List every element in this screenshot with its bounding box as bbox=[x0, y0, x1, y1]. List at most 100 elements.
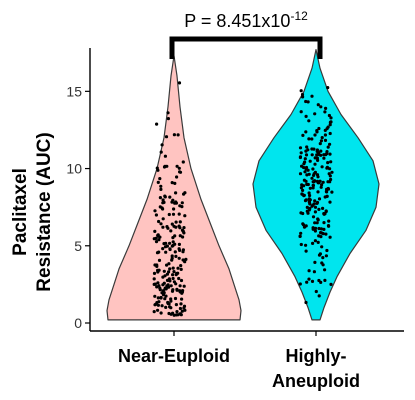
data-point bbox=[327, 224, 331, 228]
category-label: Aneuploid bbox=[272, 371, 360, 391]
data-point bbox=[179, 278, 184, 283]
data-point bbox=[160, 143, 164, 147]
data-point bbox=[174, 191, 178, 195]
data-point bbox=[154, 213, 158, 217]
data-point bbox=[173, 181, 177, 185]
data-point bbox=[299, 231, 303, 235]
y-tick-label: 5 bbox=[74, 238, 82, 254]
data-point bbox=[178, 226, 182, 230]
data-point bbox=[308, 206, 312, 211]
data-point bbox=[171, 243, 175, 247]
data-point bbox=[322, 227, 326, 231]
data-point bbox=[155, 285, 159, 289]
data-point bbox=[319, 149, 323, 153]
data-point bbox=[162, 242, 166, 246]
data-point bbox=[313, 162, 317, 166]
data-point bbox=[178, 284, 182, 288]
data-point bbox=[165, 225, 169, 229]
data-point bbox=[324, 232, 328, 236]
data-point bbox=[315, 179, 319, 183]
data-point bbox=[311, 186, 315, 190]
data-point bbox=[161, 247, 165, 251]
data-point bbox=[301, 133, 305, 137]
data-point bbox=[159, 150, 163, 154]
data-point bbox=[307, 277, 311, 281]
data-point bbox=[328, 200, 332, 204]
data-point bbox=[171, 276, 175, 281]
data-point bbox=[172, 270, 176, 274]
data-point bbox=[171, 240, 175, 244]
data-point bbox=[154, 240, 159, 244]
data-point bbox=[329, 120, 333, 124]
data-point bbox=[176, 133, 180, 137]
data-point bbox=[301, 188, 305, 192]
data-point bbox=[177, 166, 181, 170]
data-point bbox=[179, 302, 183, 306]
data-point bbox=[181, 160, 185, 164]
data-point bbox=[158, 177, 162, 181]
data-point bbox=[321, 180, 325, 184]
data-point bbox=[174, 313, 179, 317]
data-point bbox=[172, 207, 176, 211]
data-point bbox=[315, 201, 319, 205]
data-point bbox=[312, 172, 316, 176]
data-point bbox=[175, 175, 179, 179]
data-point bbox=[168, 247, 172, 251]
data-point bbox=[327, 172, 331, 176]
data-point bbox=[158, 205, 162, 209]
data-point bbox=[170, 254, 174, 258]
data-point bbox=[158, 196, 162, 200]
data-point bbox=[303, 160, 307, 164]
data-point bbox=[323, 138, 328, 142]
data-point bbox=[177, 276, 181, 281]
data-point bbox=[298, 172, 303, 176]
data-point bbox=[167, 311, 171, 316]
y-axis-label: Paclitaxel Resistance (AUC) bbox=[10, 132, 55, 291]
data-point bbox=[156, 308, 160, 312]
data-point bbox=[182, 304, 187, 308]
data-point bbox=[328, 235, 332, 239]
data-point bbox=[153, 294, 157, 298]
data-point bbox=[313, 210, 317, 214]
data-point bbox=[303, 170, 307, 174]
data-point bbox=[304, 167, 308, 171]
data-point bbox=[166, 111, 170, 115]
data-point bbox=[157, 250, 161, 254]
data-point bbox=[319, 235, 323, 239]
data-point bbox=[178, 204, 182, 208]
data-point bbox=[307, 191, 311, 195]
data-point bbox=[166, 283, 170, 287]
data-point bbox=[171, 311, 175, 315]
data-point bbox=[303, 157, 307, 161]
data-point bbox=[304, 153, 309, 157]
data-point bbox=[305, 182, 309, 186]
data-point bbox=[317, 126, 321, 131]
data-point bbox=[167, 212, 171, 217]
data-point bbox=[167, 302, 171, 306]
data-point bbox=[175, 287, 179, 291]
data-point bbox=[302, 165, 306, 170]
data-point bbox=[323, 195, 327, 199]
data-point bbox=[301, 211, 305, 216]
data-point bbox=[330, 190, 334, 194]
data-point bbox=[321, 232, 325, 236]
data-point bbox=[317, 226, 321, 231]
data-point bbox=[152, 277, 156, 281]
data-point bbox=[298, 146, 303, 150]
data-point bbox=[180, 297, 184, 301]
data-point bbox=[155, 264, 159, 268]
data-point bbox=[313, 112, 317, 116]
data-point bbox=[163, 154, 167, 158]
data-point bbox=[161, 217, 165, 221]
data-point bbox=[315, 148, 319, 152]
data-point bbox=[170, 181, 174, 185]
data-point bbox=[159, 184, 163, 188]
data-point bbox=[175, 164, 179, 168]
data-point bbox=[312, 270, 316, 274]
data-point bbox=[155, 166, 159, 170]
data-point bbox=[302, 178, 306, 182]
data-point bbox=[164, 250, 168, 254]
data-point bbox=[310, 137, 314, 141]
data-point bbox=[306, 100, 310, 104]
